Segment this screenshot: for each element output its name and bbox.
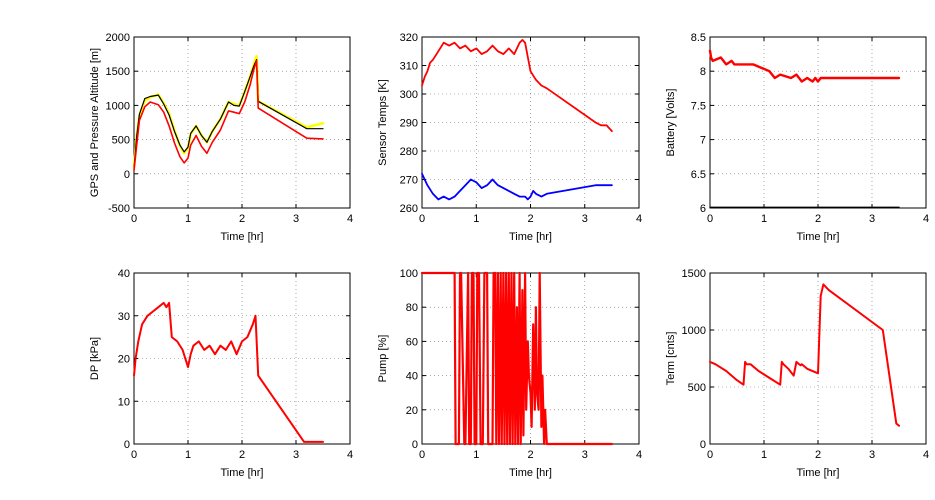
x-tick-label: 2	[527, 213, 533, 225]
x-tick-label: 1	[473, 213, 479, 225]
y-tick-label: 20	[118, 354, 130, 366]
x-tick-label: 0	[707, 449, 713, 461]
y-tick-label: 7.5	[691, 100, 706, 112]
y-tick-label: 40	[118, 268, 130, 280]
subplot-2: 0 1 2 3 4 260 270 280 290 300 310 320 Time [hr] Senso…	[377, 32, 642, 243]
y-tick-label: 1500	[106, 66, 130, 78]
x-tick-label: 0	[419, 213, 425, 225]
x-tick-label: 4	[347, 449, 353, 461]
y-tick-label: 30	[118, 311, 130, 323]
x-axis-label: Time [hr]	[221, 467, 264, 479]
x-tick-label: 0	[131, 213, 137, 225]
x-axis-label: Time [hr]	[221, 231, 264, 243]
subplot-3: 0 1 2 3 4 6 6.5 7 7.5 8 8.5 Time [hr] Battery [Volts…	[665, 32, 929, 243]
y-tick-label: 1000	[682, 325, 706, 337]
series-line-3	[133, 60, 324, 172]
y-tick-label: 8	[700, 66, 706, 78]
y-tick-label: 8.5	[691, 32, 706, 44]
y-tick-label: 270	[400, 175, 418, 187]
x-axis-label: Time [hr]	[797, 467, 840, 479]
x-tick-label: 4	[347, 213, 353, 225]
y-tick-label: 260	[400, 203, 418, 215]
y-tick-label: 300	[400, 89, 418, 101]
series-line-1	[133, 301, 324, 443]
x-tick-label: 3	[869, 449, 875, 461]
y-tick-label: 310	[400, 61, 418, 73]
y-tick-label: 20	[406, 405, 418, 417]
y-tick-label: 0	[124, 169, 130, 181]
series-line-2	[421, 172, 613, 201]
axes-frame	[133, 36, 351, 209]
y-tick-label: 6.5	[691, 169, 706, 181]
x-tick-label: 2	[527, 449, 533, 461]
y-tick-label: 500	[688, 382, 706, 394]
x-tick-label: 3	[869, 213, 875, 225]
y-tick-label: 0	[700, 439, 706, 451]
x-tick-label: 0	[419, 449, 425, 461]
x-tick-label: 2	[239, 449, 245, 461]
x-tick-label: 3	[293, 449, 299, 461]
y-tick-label: 80	[406, 302, 418, 314]
x-tick-label: 1	[473, 449, 479, 461]
y-tick-label: 40	[406, 371, 418, 383]
x-axis-label: Time [hr]	[509, 467, 552, 479]
y-tick-label: 500	[112, 135, 130, 147]
series-line-2	[133, 59, 324, 169]
y-tick-label: 0	[412, 439, 418, 451]
x-tick-label: 1	[761, 449, 767, 461]
y-tick-label: 60	[406, 336, 418, 348]
y-tick-label: 100	[400, 268, 418, 280]
x-tick-label: 0	[131, 449, 137, 461]
x-tick-label: 1	[185, 449, 191, 461]
x-axis-label: Time [hr]	[509, 231, 552, 243]
x-tick-label: 4	[636, 213, 642, 225]
series-line-1	[709, 283, 900, 427]
x-tick-label: 3	[293, 213, 299, 225]
y-axis-label: Sensor Temps [K]	[377, 79, 389, 166]
y-axis-label: DP [kPa]	[89, 337, 101, 380]
x-tick-label: 2	[239, 213, 245, 225]
x-tick-label: 3	[582, 213, 588, 225]
y-tick-label: 0	[124, 439, 130, 451]
y-tick-label: 1500	[682, 268, 706, 280]
y-axis-label: Pump [%]	[377, 335, 389, 383]
x-tick-label: 4	[923, 449, 929, 461]
series-line-1	[420, 271, 613, 446]
y-tick-label: 2000	[106, 32, 130, 44]
x-axis-label: Time [hr]	[797, 231, 840, 243]
y-tick-label: 1000	[106, 100, 130, 112]
y-axis-label: Battery [Volts]	[665, 89, 677, 157]
subplot-6: 0 1 2 3 4 0 500 1000 1500 Time [hr] Term [cnts]	[665, 268, 929, 479]
series-line-2	[708, 49, 901, 83]
y-tick-label: 320	[400, 32, 418, 44]
x-tick-label: 2	[815, 449, 821, 461]
x-tick-label: 3	[582, 449, 588, 461]
x-tick-label: 1	[185, 213, 191, 225]
y-tick-label: 7	[700, 135, 706, 147]
y-tick-label: -500	[108, 203, 130, 215]
x-tick-label: 4	[923, 213, 929, 225]
x-tick-label: 1	[761, 213, 767, 225]
y-axis-label: GPS and Pressure Altitude [m]	[89, 48, 101, 197]
y-tick-label: 280	[400, 146, 418, 158]
y-axis-label: Term [cnts]	[665, 332, 677, 386]
y-tick-label: 10	[118, 396, 130, 408]
x-tick-label: 0	[707, 213, 713, 225]
y-tick-label: 6	[700, 203, 706, 215]
axes-frame	[709, 36, 927, 209]
x-tick-label: 2	[815, 213, 821, 225]
x-tick-label: 4	[636, 449, 642, 461]
y-tick-label: 290	[400, 118, 418, 130]
series-line-1	[421, 39, 613, 132]
